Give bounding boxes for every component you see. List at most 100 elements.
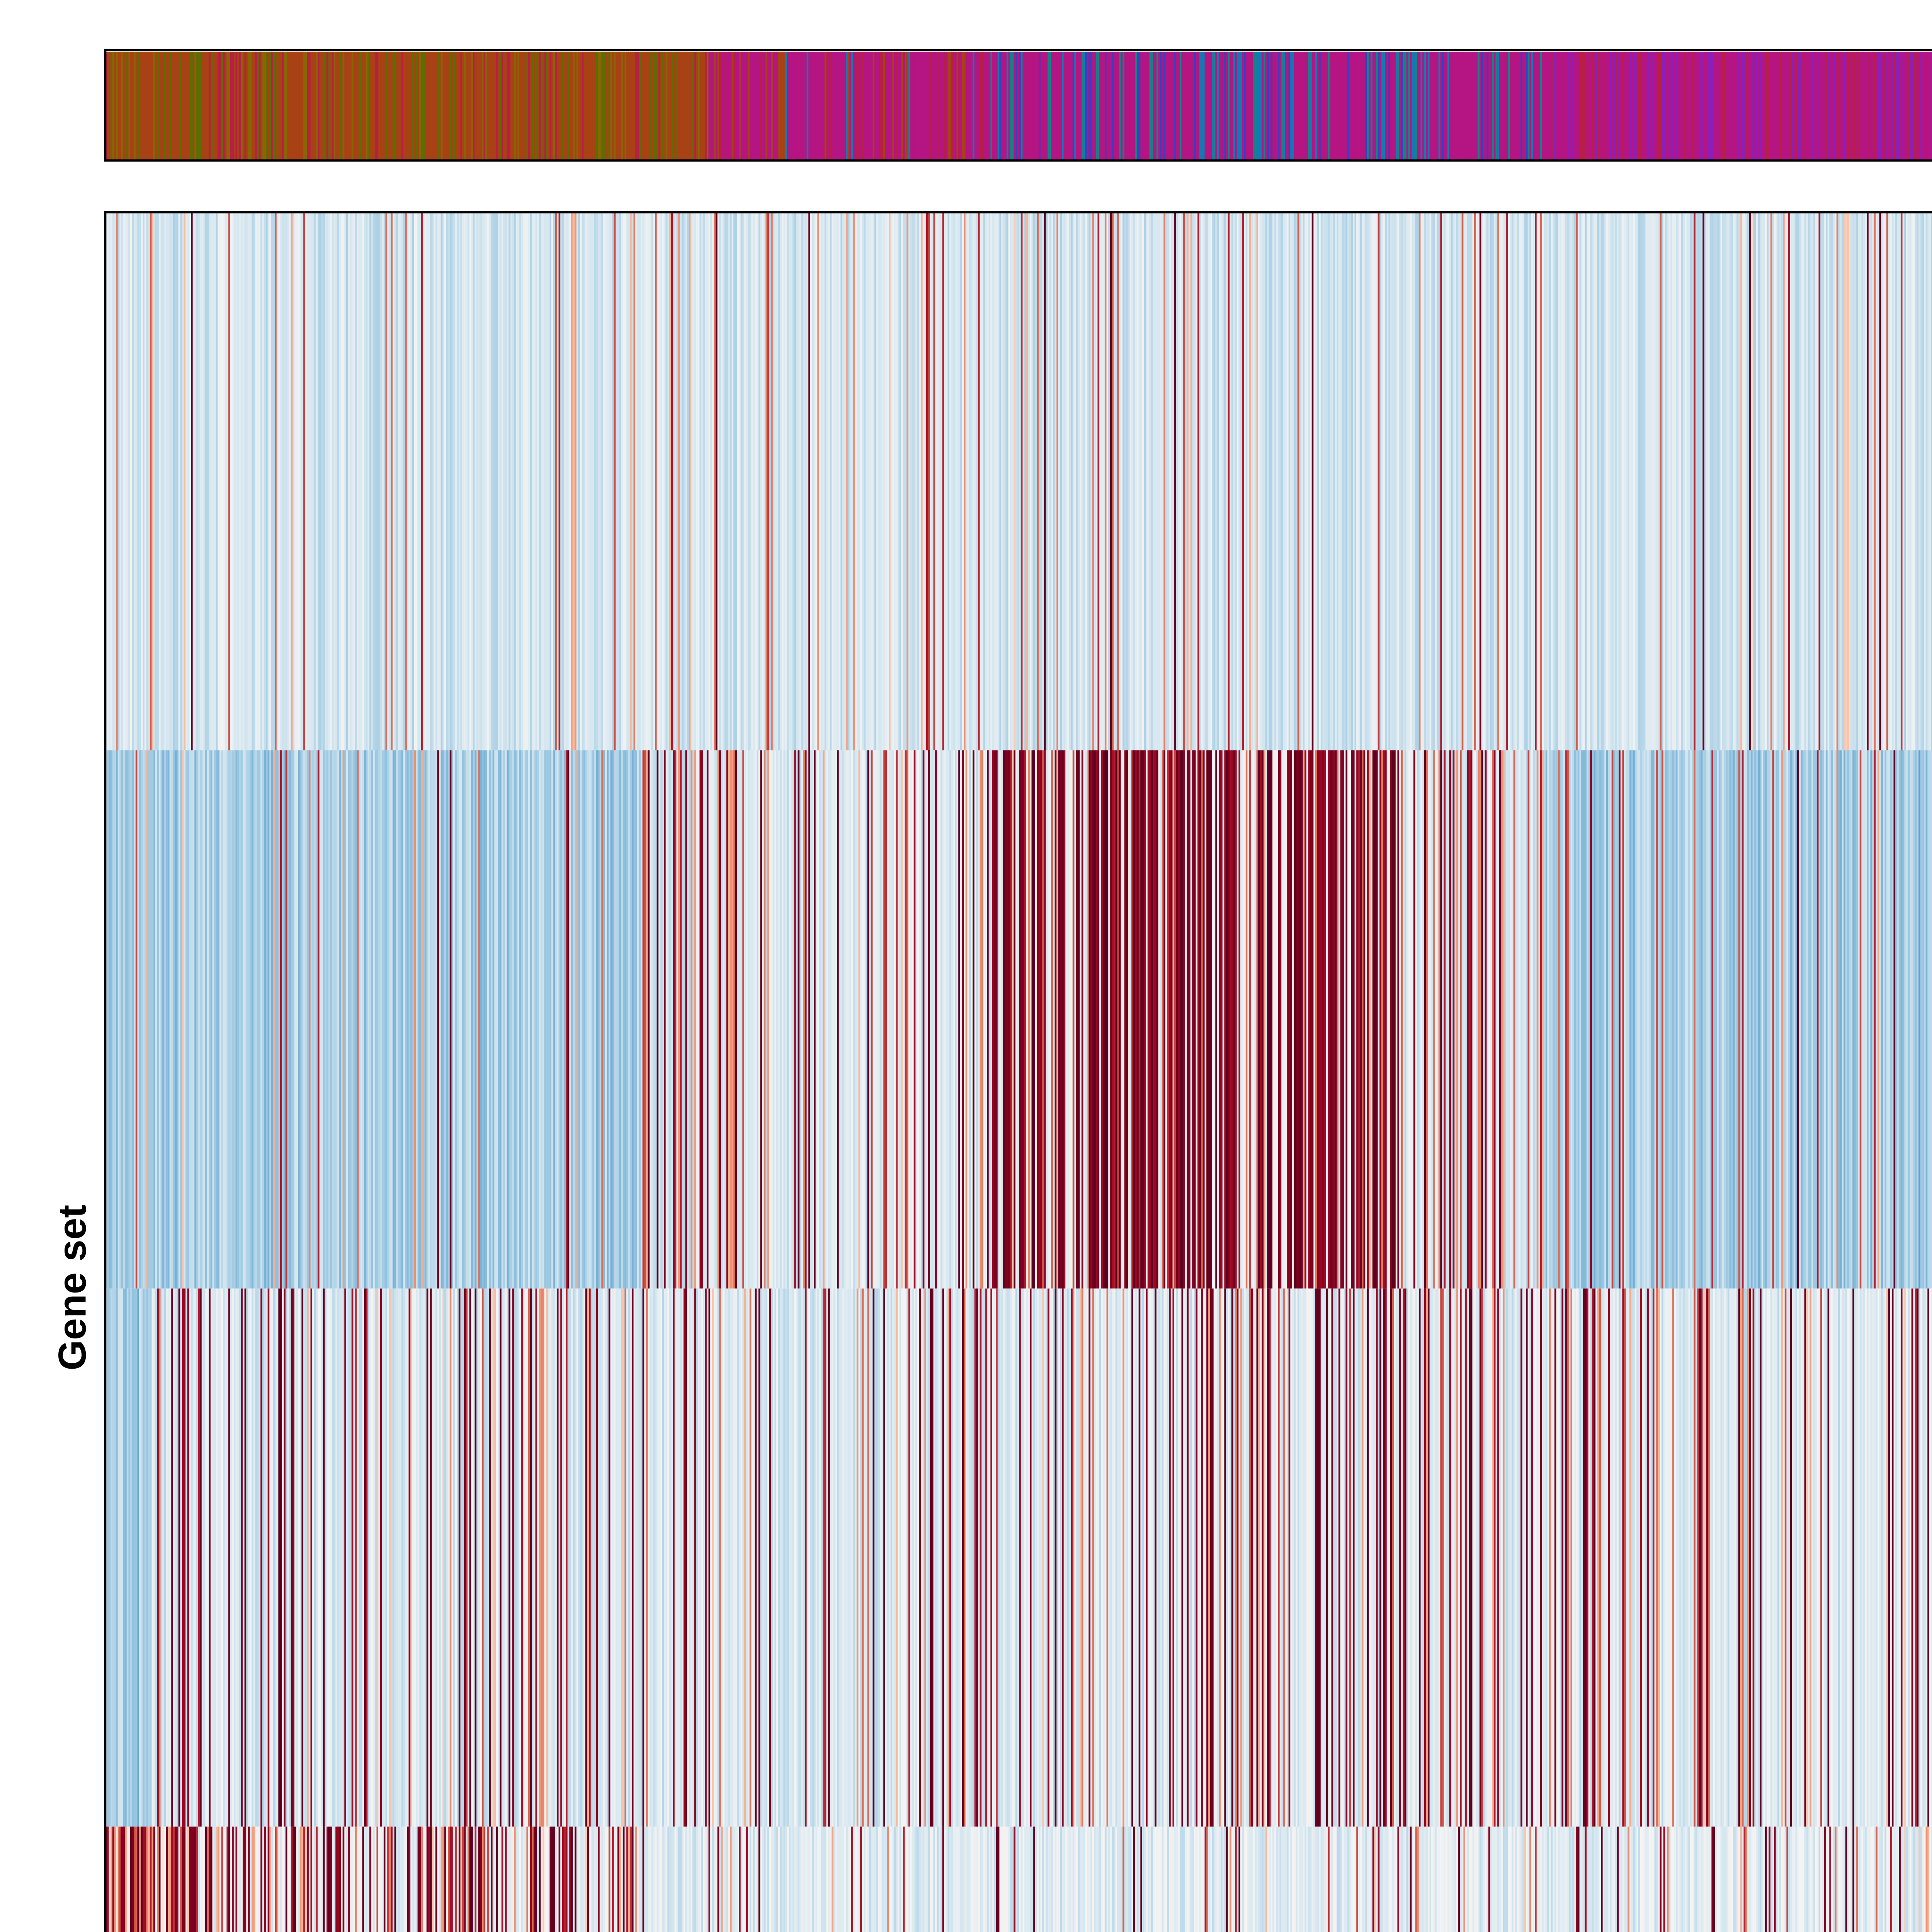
heatmap-cell: [1418, 1288, 1422, 1827]
heatmap-cell: [439, 1288, 442, 1827]
group-cell: [865, 51, 868, 161]
heatmap-cell: [515, 1827, 518, 1932]
group-cell: [999, 51, 1002, 161]
heatmap-cell: [201, 1288, 204, 1827]
heatmap-cell: [544, 750, 547, 1289]
heatmap-cell: [1526, 1288, 1529, 1827]
heatmap-cell: [1590, 212, 1593, 750]
heatmap-cell: [1146, 1288, 1148, 1827]
heatmap-cell: [1189, 1827, 1191, 1932]
heatmap-cell: [987, 212, 990, 750]
heatmap-cell: [1301, 1827, 1304, 1932]
heatmap-cell: [939, 750, 941, 1289]
group-cell: [772, 51, 776, 161]
heatmap-cell: [116, 212, 119, 750]
heatmap-cell: [1215, 750, 1218, 1289]
heatmap-cell: [121, 212, 124, 750]
heatmap-cell: [237, 750, 240, 1289]
heatmap-cell: [1028, 1288, 1031, 1827]
heatmap-cell: [1160, 212, 1163, 750]
heatmap-cell: [366, 1827, 368, 1932]
heatmap-cell: [235, 1288, 238, 1827]
heatmap-cell: [1467, 750, 1469, 1289]
heatmap-cell: [1272, 1827, 1275, 1932]
heatmap-cell: [1658, 1288, 1661, 1827]
heatmap-cell: [1742, 212, 1745, 750]
heatmap-cell: [526, 1827, 529, 1932]
heatmap-cell: [1408, 212, 1411, 750]
heatmap-cell: [764, 212, 766, 750]
heatmap-cell: [1147, 1827, 1150, 1932]
group-cell: [200, 51, 202, 161]
heatmap-cell: [1524, 1288, 1527, 1827]
heatmap-cell: [622, 212, 626, 750]
heatmap-cell: [1167, 1288, 1170, 1827]
heatmap-cell: [1340, 1827, 1343, 1932]
heatmap-cell: [1501, 1827, 1503, 1932]
heatmap-cell: [1292, 1288, 1295, 1827]
heatmap-cell: [230, 1827, 233, 1932]
heatmap-cell: [1681, 750, 1684, 1289]
heatmap-cell: [528, 1827, 531, 1932]
heatmap-cell: [723, 1827, 725, 1932]
group-cell: [978, 51, 981, 161]
heatmap-cell: [1015, 212, 1018, 750]
group-cell: [458, 51, 461, 161]
heatmap-cell: [426, 1288, 429, 1827]
heatmap-cell: [487, 750, 490, 1289]
heatmap-cell: [1279, 1827, 1282, 1932]
group-cell: [1563, 51, 1566, 161]
heatmap-cell: [1277, 750, 1281, 1289]
heatmap-cell: [1588, 212, 1591, 750]
heatmap-cell: [1602, 1288, 1605, 1827]
heatmap-cell: [1251, 212, 1253, 750]
heatmap-cell: [162, 212, 165, 750]
heatmap-cell: [212, 750, 215, 1289]
group-cell: [467, 51, 470, 161]
heatmap-cell: [164, 750, 167, 1289]
heatmap-cell: [689, 750, 691, 1289]
group-cell: [526, 51, 529, 161]
heatmap-cell: [940, 212, 943, 750]
heatmap-cell: [1451, 1827, 1454, 1932]
heatmap-cell: [483, 212, 486, 750]
group-cell: [1579, 51, 1582, 161]
heatmap-cell: [717, 212, 720, 750]
group-cell: [1088, 51, 1091, 161]
group-cell: [1863, 51, 1866, 161]
group-cell: [1881, 51, 1884, 161]
group-cell: [596, 51, 599, 161]
group-cell: [423, 51, 425, 161]
heatmap-cell: [284, 1288, 286, 1827]
heatmap-cell: [1351, 1288, 1354, 1827]
heatmap-cell: [1592, 750, 1595, 1289]
heatmap-cell: [125, 1288, 128, 1827]
group-cell: [1319, 51, 1321, 161]
heatmap-cell: [1297, 750, 1300, 1289]
group-cell: [1446, 51, 1448, 161]
heatmap-cell: [535, 750, 538, 1289]
heatmap-cell: [1412, 212, 1414, 750]
heatmap-cell: [1160, 1827, 1163, 1932]
heatmap-cell: [548, 750, 551, 1289]
heatmap-cell: [1752, 212, 1755, 750]
group-cell: [1486, 51, 1489, 161]
group-cell: [406, 51, 410, 161]
heatmap-cell: [137, 1827, 140, 1932]
heatmap-cell: [1542, 212, 1544, 750]
heatmap-cell: [1170, 750, 1173, 1289]
group-cell: [1104, 51, 1107, 161]
group-cell: [1727, 51, 1730, 161]
heatmap-cell: [235, 750, 238, 1289]
heatmap-cell: [1254, 212, 1257, 750]
heatmap-cell: [569, 1288, 572, 1827]
heatmap-cell: [1686, 1288, 1689, 1827]
heatmap-cell: [382, 1288, 384, 1827]
heatmap-cell: [1390, 212, 1393, 750]
heatmap-cell: [351, 750, 354, 1289]
heatmap-cell: [160, 1288, 163, 1827]
heatmap-cell: [1665, 1827, 1668, 1932]
heatmap-cell: [260, 212, 263, 750]
heatmap-cell: [817, 1827, 820, 1932]
heatmap-cell: [1488, 212, 1491, 750]
